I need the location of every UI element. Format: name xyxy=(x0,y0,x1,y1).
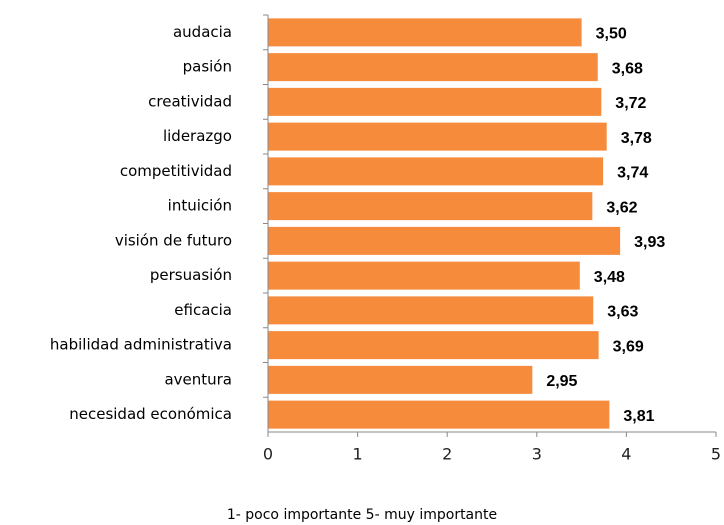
bar xyxy=(268,331,599,360)
value-label: 3,50 xyxy=(596,26,627,43)
value-label: 2,95 xyxy=(546,373,577,390)
y-tick-label: habilidad administrativa xyxy=(50,336,232,354)
y-tick-label: persuasión xyxy=(150,266,232,284)
value-label: 3,81 xyxy=(623,408,654,425)
y-tick-label: creatividad xyxy=(148,92,232,110)
y-tick-label: intuición xyxy=(168,197,232,215)
y-tick-label: competitividad xyxy=(120,162,232,180)
value-label: 3,63 xyxy=(607,304,638,321)
x-tick-label: 2 xyxy=(442,445,452,464)
bar xyxy=(268,296,594,325)
bar xyxy=(268,261,580,290)
y-tick-label: audacia xyxy=(173,23,232,41)
value-label: 3,93 xyxy=(634,234,665,251)
bar xyxy=(268,157,604,186)
y-tick-label: visión de futuro xyxy=(115,231,232,249)
bar xyxy=(268,18,582,47)
x-axis-label: 1- poco importante 5- muy importante xyxy=(227,507,497,523)
value-label: 3,69 xyxy=(613,338,644,355)
bar xyxy=(268,122,607,151)
x-tick-label: 5 xyxy=(711,445,721,464)
value-label: 3,74 xyxy=(617,165,648,182)
x-tick-label: 1 xyxy=(353,445,363,464)
value-label: 3,48 xyxy=(594,269,625,286)
y-tick-label: necesidad económica xyxy=(69,405,232,423)
y-tick-label: aventura xyxy=(164,370,232,388)
y-tick-label: eficacia xyxy=(174,301,232,319)
y-tick-label: liderazgo xyxy=(163,127,232,145)
value-label: 3,78 xyxy=(621,130,652,147)
bar xyxy=(268,192,593,221)
bar xyxy=(268,53,598,82)
value-label: 3,68 xyxy=(612,60,643,77)
y-tick-label: pasión xyxy=(183,58,232,76)
bar xyxy=(268,365,533,394)
value-label: 3,62 xyxy=(606,199,637,216)
x-tick-label: 4 xyxy=(621,445,631,464)
bar xyxy=(268,400,610,429)
x-tick-label: 3 xyxy=(532,445,542,464)
bar xyxy=(268,87,602,116)
bar xyxy=(268,226,621,255)
x-tick-label: 0 xyxy=(263,445,273,464)
value-label: 3,72 xyxy=(615,95,646,112)
